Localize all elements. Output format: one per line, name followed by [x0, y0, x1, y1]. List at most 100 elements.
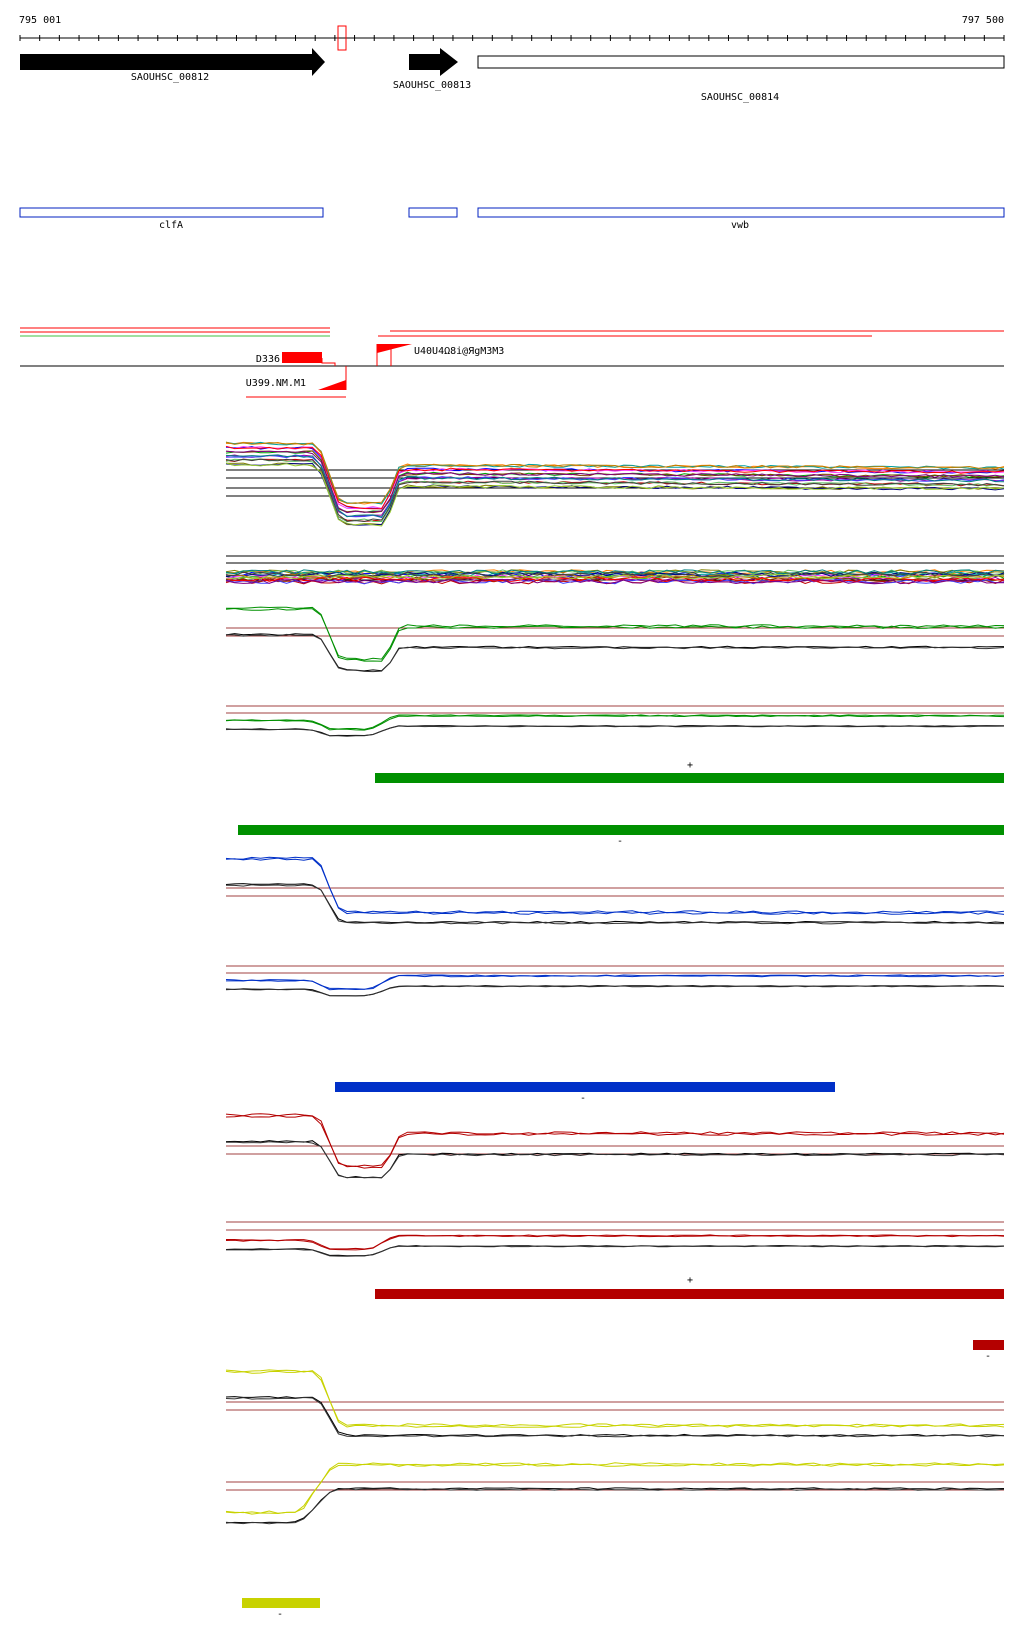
feature-label: D336	[256, 354, 280, 365]
profile-line	[225, 1462, 1005, 1514]
profile-line	[225, 1234, 1005, 1251]
profile-line	[225, 883, 1005, 924]
feature-track: D336 U399.NM.M1 U40U4Ω8i@ЯgM3M3	[20, 327, 1004, 398]
ruler-start-label: 795 001	[19, 15, 61, 26]
profile-line	[225, 884, 1004, 925]
expression-profiles	[225, 441, 1005, 1525]
profile-line	[225, 974, 1005, 990]
annotation-box-clfa[interactable]	[19, 207, 324, 218]
profile-line	[225, 1396, 1005, 1438]
annotation-box-vwb[interactable]	[477, 207, 1005, 218]
strand-bars: + - - + - -	[238, 760, 1004, 1620]
strand-label: -	[617, 836, 623, 847]
strand-label: +	[687, 1275, 693, 1286]
strand-bar-green-minus[interactable]	[238, 825, 1004, 835]
ruler-selection-marker[interactable]	[337, 25, 347, 51]
gene-label: SAOUHSC_00812	[131, 72, 209, 83]
feature-label: U40U4Ω8i@ЯgM3M3	[414, 346, 504, 357]
profile-red-2	[225, 1221, 1005, 1257]
profile-line	[225, 441, 1005, 505]
strand-label: -	[580, 1093, 586, 1104]
profile-line	[225, 985, 1005, 997]
feature-label: U399.NM.M1	[246, 378, 306, 389]
profile-line	[225, 576, 1005, 582]
profile-blue-2	[225, 965, 1005, 997]
feature-d336-tail	[321, 358, 336, 366]
gene-box-saouhsc-00814[interactable]	[477, 55, 1005, 69]
profile-line	[225, 985, 1005, 997]
strand-bar-red-minus[interactable]	[973, 1340, 1004, 1350]
strand-bar-red-plus[interactable]	[375, 1289, 1004, 1299]
profile-line	[225, 1369, 1005, 1427]
profile-line	[225, 445, 1005, 510]
profile-line	[225, 450, 1005, 513]
ruler-end-label: 797 500	[962, 15, 1004, 26]
profile-bundle-all-2	[225, 555, 1005, 585]
profile-line	[225, 571, 1005, 578]
profile-line	[225, 1114, 1005, 1169]
profile-line	[225, 1487, 1005, 1524]
profile-line	[226, 1234, 1005, 1250]
profile-line	[225, 441, 1005, 505]
profile-line	[225, 1370, 1005, 1428]
gene-label: SAOUHSC_00813	[393, 80, 471, 91]
profile-line	[225, 1245, 1005, 1257]
annotation-label: clfA	[159, 220, 183, 231]
profile-line	[225, 633, 1004, 672]
feature-u40-edge	[376, 347, 392, 353]
strand-label: +	[687, 760, 693, 771]
ruler-ticks	[19, 35, 1005, 41]
profile-line	[225, 454, 1005, 518]
gene-arrow-saouhsc-00812[interactable]	[20, 48, 325, 76]
profile-line	[225, 606, 1005, 661]
profile-line	[225, 714, 1004, 730]
strand-bar-yellow-minus[interactable]	[242, 1598, 320, 1608]
profile-line	[225, 450, 1005, 514]
profile-line	[225, 462, 1005, 527]
profile-line	[226, 1245, 1005, 1257]
profile-line	[225, 454, 1005, 517]
strand-bar-blue-minus[interactable]	[335, 1082, 835, 1092]
profile-line	[225, 569, 1005, 575]
gene-arrow-saouhsc-00813[interactable]	[409, 48, 458, 76]
annotation-track: clfA vwb	[19, 207, 1005, 231]
profile-line	[225, 714, 1005, 731]
profile-line	[225, 441, 1005, 504]
profile-line	[225, 856, 1005, 914]
profile-line	[225, 454, 1005, 519]
profile-red-1	[225, 1113, 1005, 1179]
profile-line	[225, 857, 1005, 915]
profile-line	[225, 1113, 1005, 1168]
profile-green-2	[225, 705, 1005, 737]
feature-u40-wedge[interactable]	[377, 344, 412, 353]
profile-line	[225, 571, 1005, 578]
profile-line	[225, 725, 1005, 737]
feature-u399-wedge[interactable]	[318, 380, 346, 390]
profile-blue-1	[225, 856, 1005, 925]
profile-line	[225, 578, 1005, 585]
gene-label: SAOUHSC_00814	[701, 92, 779, 103]
annotation-label: vwb	[731, 220, 749, 231]
profile-line	[225, 1488, 1005, 1525]
gene-track: SAOUHSC_00812 SAOUHSC_00813 SAOUHSC_0081…	[20, 48, 1005, 103]
strand-label: -	[985, 1351, 991, 1362]
profile-line	[225, 1396, 1005, 1437]
profile-yellow-1	[225, 1369, 1005, 1438]
strand-bar-green-plus[interactable]	[375, 773, 1004, 783]
feature-d336-block[interactable]	[282, 352, 322, 363]
profile-line	[225, 633, 1005, 673]
ruler: 795 001 797 500	[19, 15, 1005, 51]
profile-line	[225, 458, 1005, 523]
profile-line	[225, 462, 1005, 526]
profile-yellow-2	[225, 1462, 1005, 1525]
profile-line	[225, 574, 1005, 580]
profile-line	[225, 1463, 1005, 1515]
profile-line	[225, 974, 1005, 991]
profile-line	[225, 462, 1005, 526]
profile-green-1	[225, 606, 1005, 673]
profile-bundle-all	[225, 441, 1005, 527]
profile-line	[225, 1141, 1005, 1179]
profile-line	[225, 445, 1005, 510]
annotation-box-unnamed[interactable]	[408, 207, 458, 218]
